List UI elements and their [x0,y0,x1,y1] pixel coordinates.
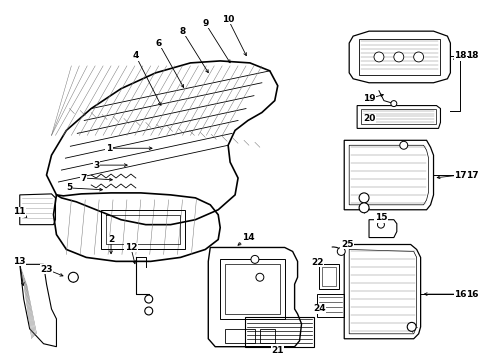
Text: 9: 9 [202,19,208,28]
Circle shape [250,255,258,264]
Circle shape [407,323,415,331]
Text: 13: 13 [14,257,26,266]
Text: 5: 5 [66,184,72,193]
Circle shape [337,247,345,255]
Text: 15: 15 [374,213,386,222]
Circle shape [377,221,384,228]
Text: 20: 20 [362,114,374,123]
Text: 16: 16 [453,289,466,298]
Text: 24: 24 [312,305,325,314]
Text: 12: 12 [124,243,137,252]
Circle shape [393,52,403,62]
Text: 23: 23 [40,265,53,274]
Circle shape [144,295,152,303]
Circle shape [358,193,368,203]
Text: 2: 2 [108,235,114,244]
Text: 10: 10 [222,15,234,24]
Text: 22: 22 [310,258,323,267]
Circle shape [255,273,264,281]
Text: 8: 8 [179,27,185,36]
Text: 3: 3 [93,161,99,170]
Text: 21: 21 [271,346,284,355]
Text: 4: 4 [132,51,139,60]
Circle shape [144,307,152,315]
Text: 1: 1 [106,144,112,153]
Circle shape [390,100,396,107]
Text: 25: 25 [340,240,353,249]
Circle shape [413,52,423,62]
Circle shape [68,272,78,282]
Circle shape [373,52,383,62]
Text: 18: 18 [466,51,478,60]
Text: 6: 6 [155,39,162,48]
Circle shape [399,141,407,149]
Text: 17: 17 [466,171,478,180]
Circle shape [358,203,368,213]
Text: 19: 19 [362,94,375,103]
Text: 14: 14 [241,233,254,242]
Text: 18: 18 [453,51,466,60]
Text: 11: 11 [14,207,26,216]
Text: 16: 16 [466,289,478,298]
Text: 17: 17 [453,171,466,180]
Text: 7: 7 [80,174,86,183]
